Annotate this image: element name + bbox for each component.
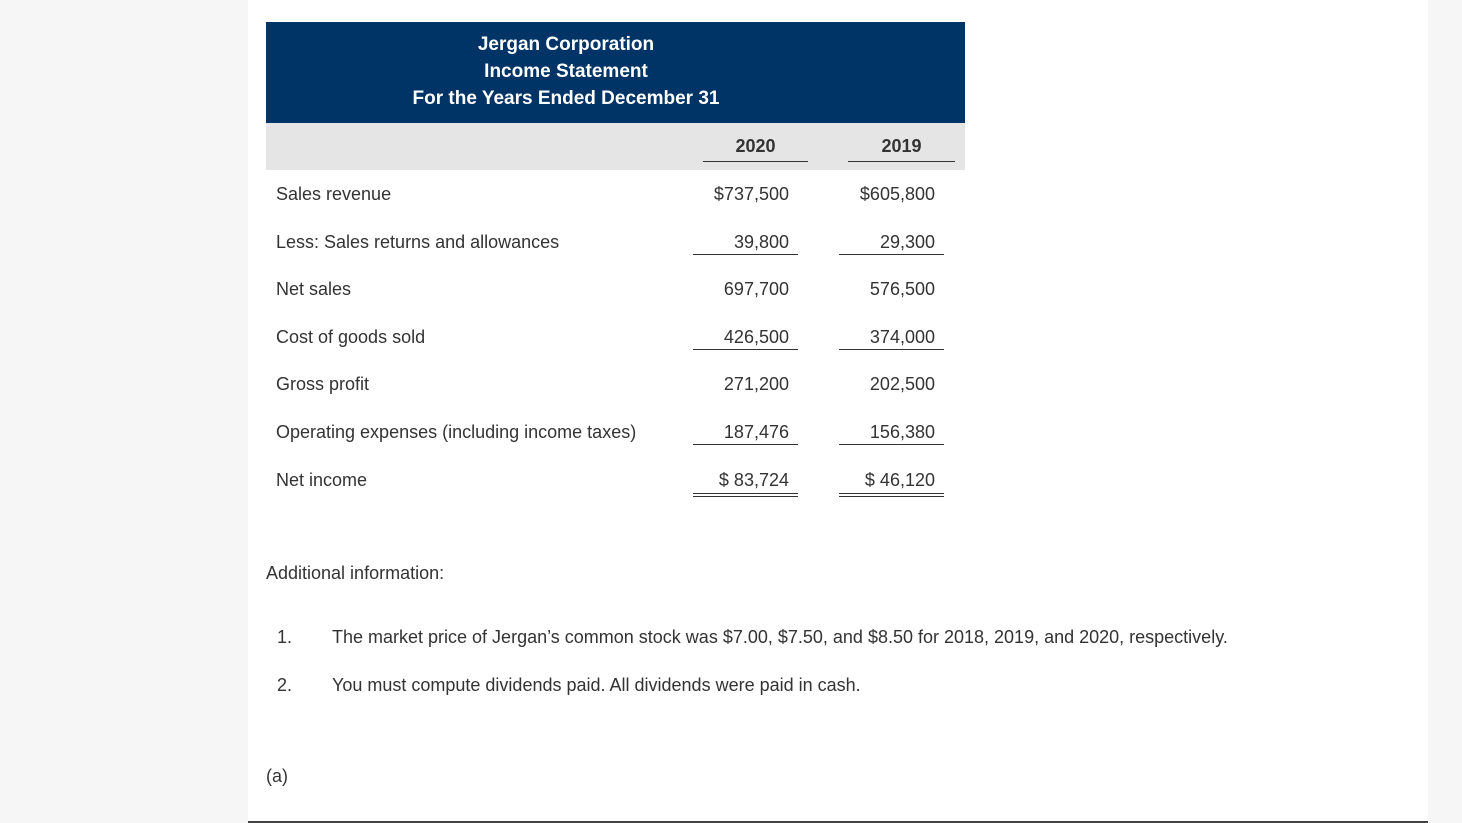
item-number: 2. — [277, 675, 293, 695]
statement-name: Income Statement — [484, 61, 648, 82]
cell-value: 202,500 — [869, 374, 935, 395]
item-text: You must compute dividends paid. All div… — [332, 675, 861, 695]
period: For the Years Ended December 31 — [412, 88, 720, 109]
cell-value: 426,500 — [723, 326, 789, 347]
cell-value: 374,000 — [869, 326, 935, 347]
statement-header: Jergan Corporation Income Statement For … — [266, 22, 965, 123]
column-header: 2020 — [703, 136, 808, 162]
cell-value: 39,800 — [733, 231, 789, 252]
cell-value: 271,200 — [723, 374, 789, 395]
row-label: Less: Sales returns and allowances — [276, 231, 560, 252]
underline — [693, 348, 798, 350]
cell-value: $737,500 — [713, 184, 789, 204]
underline — [693, 253, 798, 255]
row-label: Net income — [276, 469, 368, 490]
company: Jergan Corporation — [477, 34, 655, 55]
cell-value: 29,300 — [879, 231, 935, 252]
underline — [693, 444, 798, 445]
underline — [839, 444, 944, 445]
column-header: 2019 — [848, 136, 955, 162]
item-text: The market price of Jergan’s common stoc… — [332, 627, 1228, 647]
underline — [839, 348, 944, 350]
part-label: (a) — [266, 766, 288, 786]
row-label: Net sales — [276, 279, 352, 300]
content: Jergan Corporation Income Statement For … — [248, 0, 1428, 823]
cell-value: 187,476 — [723, 422, 789, 442]
cell-value: $ 46,120 — [864, 469, 935, 490]
row-label: Gross profit — [276, 374, 370, 395]
cell-value: $605,800 — [859, 184, 935, 204]
row-label: Cost of goods sold — [276, 326, 426, 347]
cell-value: $ 83,724 — [718, 469, 789, 490]
cell-value: 156,380 — [869, 422, 935, 442]
underline — [839, 253, 944, 255]
row-label: Operating expenses (including income tax… — [276, 422, 637, 442]
cell-value: 697,700 — [723, 279, 789, 300]
additional-title: Additional information: — [266, 563, 445, 583]
column-header-row — [266, 123, 965, 170]
cell-value: 576,500 — [869, 279, 935, 300]
item-number: 1. — [277, 627, 293, 647]
underline — [693, 492, 798, 497]
row-label: Sales revenue — [276, 184, 392, 204]
underline — [839, 492, 944, 497]
